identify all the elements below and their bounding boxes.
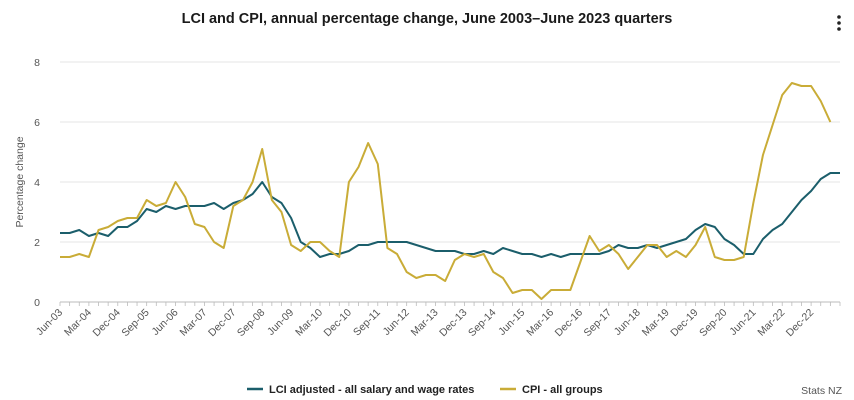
y-tick-label: 6 bbox=[34, 117, 40, 129]
x-tick-label: Sep-17 bbox=[582, 307, 615, 340]
x-tick-label: Mar-22 bbox=[755, 307, 787, 339]
series-line-cpi bbox=[60, 82, 832, 300]
x-tick-label: Sep-14 bbox=[466, 307, 499, 340]
x-tick-label: Jun-18 bbox=[612, 307, 643, 338]
x-tick-label: Dec-19 bbox=[668, 307, 701, 340]
x-tick-label: Dec-10 bbox=[322, 307, 355, 340]
more-vert-icon[interactable] bbox=[833, 12, 845, 34]
y-tick-label: 0 bbox=[34, 297, 40, 309]
x-tick-label: Mar-07 bbox=[178, 307, 210, 339]
y-tick-label: 8 bbox=[34, 57, 40, 69]
x-axis: Jun-03Mar-04Dec-04Sep-05Jun-06Mar-07Dec-… bbox=[34, 301, 841, 340]
x-tick-label: Jun-15 bbox=[496, 307, 527, 338]
series-line-lci bbox=[60, 172, 840, 258]
x-tick-label: Mar-10 bbox=[293, 307, 325, 339]
x-tick-label: Dec-07 bbox=[206, 307, 239, 340]
legend: LCI adjusted - all salary and wage rates… bbox=[247, 384, 603, 396]
x-tick-label: Jun-06 bbox=[149, 307, 180, 338]
legend-item-cpi[interactable]: CPI - all groups bbox=[500, 384, 603, 396]
source-credit: Stats NZ bbox=[801, 385, 842, 397]
x-tick-label: Mar-19 bbox=[640, 307, 672, 339]
x-tick-label: Jun-12 bbox=[381, 307, 412, 338]
x-tick-label: Sep-20 bbox=[697, 307, 730, 340]
legend-label-cpi: CPI - all groups bbox=[522, 384, 603, 396]
x-tick-label: Jun-03 bbox=[34, 307, 65, 338]
x-tick-label: Jun-09 bbox=[265, 307, 296, 338]
y-tick-label: 2 bbox=[34, 237, 40, 249]
legend-item-lci[interactable]: LCI adjusted - all salary and wage rates bbox=[247, 384, 474, 396]
x-tick-label: Dec-13 bbox=[437, 307, 470, 340]
x-tick-label: Dec-16 bbox=[553, 307, 586, 340]
series-lines bbox=[60, 82, 840, 300]
x-tick-label: Sep-11 bbox=[351, 307, 383, 339]
y-axis-label: Percentage change bbox=[14, 136, 26, 227]
x-tick-label: Sep-05 bbox=[119, 307, 152, 340]
x-tick-label: Dec-22 bbox=[784, 307, 817, 340]
chart-title: LCI and CPI, annual percentage change, J… bbox=[182, 11, 673, 27]
x-tick-label: Mar-13 bbox=[409, 307, 441, 339]
legend-label-lci: LCI adjusted - all salary and wage rates bbox=[269, 384, 474, 396]
y-tick-label: 4 bbox=[34, 177, 40, 189]
x-tick-label: Sep-08 bbox=[235, 307, 268, 340]
x-tick-label: Mar-04 bbox=[62, 307, 94, 339]
y-axis-ticks: 0 2 4 6 8 bbox=[34, 57, 40, 309]
gridlines bbox=[60, 61, 840, 303]
x-tick-label: Dec-04 bbox=[90, 307, 123, 340]
x-tick-label: Jun-21 bbox=[727, 307, 758, 338]
x-tick-label: Mar-16 bbox=[524, 307, 556, 339]
